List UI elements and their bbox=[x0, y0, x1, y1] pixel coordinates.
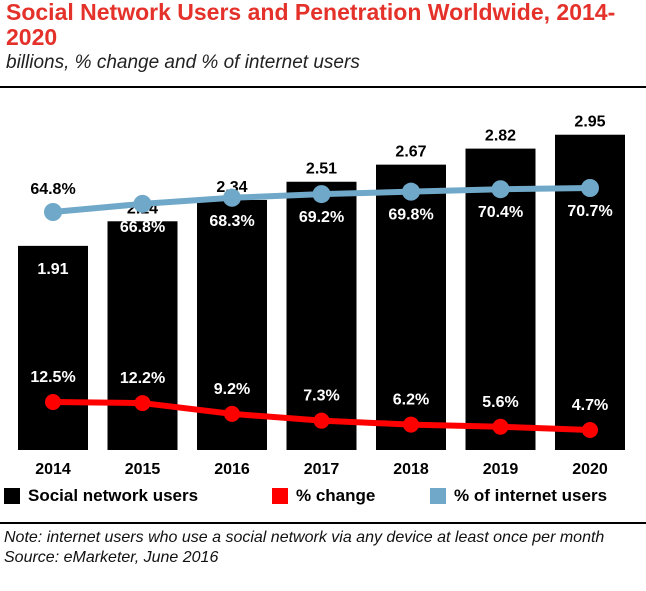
legend-swatch-penetration bbox=[430, 488, 446, 504]
change-label-2016: 9.2% bbox=[214, 381, 250, 398]
chart-title: Social Network Users and Penetration Wor… bbox=[6, 0, 616, 50]
penetration-point-2016 bbox=[223, 188, 241, 207]
x-tick-2018: 2018 bbox=[393, 461, 429, 478]
legend-label-penetration: % of internet users bbox=[454, 486, 608, 505]
legend-item-change: % change bbox=[272, 486, 375, 506]
chart-subtitle: billions, % change and % of internet use… bbox=[6, 52, 360, 73]
bar-2018 bbox=[376, 164, 446, 451]
bar-2017 bbox=[286, 181, 357, 450]
change-point-2018 bbox=[403, 416, 419, 433]
legend-item-penetration: % of internet users bbox=[430, 486, 607, 506]
change-point-2017 bbox=[313, 412, 330, 429]
source-text: Source: eMarketer, June 2016 bbox=[4, 549, 219, 566]
penetration-label-2016: 68.3% bbox=[209, 213, 254, 230]
penetration-point-2014 bbox=[44, 203, 62, 221]
change-point-2019 bbox=[492, 418, 509, 435]
x-tick-2016: 2016 bbox=[214, 461, 250, 478]
x-tick-2017: 2017 bbox=[304, 461, 340, 478]
legend: Social network users % change % of inter… bbox=[0, 486, 646, 516]
chart-area: 1.912.142.342.512.672.822.9564.8%66.8%68… bbox=[18, 114, 625, 478]
penetration-label-2019: 70.4% bbox=[478, 204, 523, 221]
bar-label-2020: 2.95 bbox=[574, 114, 605, 131]
change-label-2017: 7.3% bbox=[303, 388, 339, 405]
change-label-2018: 6.2% bbox=[393, 392, 429, 409]
legend-swatch-change bbox=[272, 488, 288, 504]
bar-2019 bbox=[465, 148, 536, 451]
penetration-point-2020 bbox=[581, 179, 599, 197]
bar-label-2018: 2.67 bbox=[395, 144, 426, 161]
footnote: Note: internet users who use a social ne… bbox=[4, 528, 644, 568]
legend-label-social-users: Social network users bbox=[28, 486, 199, 505]
legend-label-change: % change bbox=[296, 486, 376, 505]
x-tick-2020: 2020 bbox=[572, 461, 608, 478]
penetration-label-2014: 64.8% bbox=[30, 181, 75, 198]
penetration-label-2015: 66.8% bbox=[120, 219, 165, 236]
change-point-2020 bbox=[582, 422, 598, 438]
penetration-label-2020: 70.7% bbox=[567, 203, 612, 220]
x-tick-2019: 2019 bbox=[483, 461, 519, 478]
change-label-2014: 12.5% bbox=[30, 369, 75, 386]
bar-2015 bbox=[107, 221, 178, 450]
change-label-2019: 5.6% bbox=[482, 394, 518, 411]
change-label-2020: 4.7% bbox=[572, 397, 608, 414]
legend-swatch-social-users bbox=[4, 488, 20, 504]
top-divider bbox=[0, 86, 646, 88]
x-tick-2015: 2015 bbox=[125, 461, 161, 478]
penetration-point-2019 bbox=[491, 180, 510, 199]
penetration-point-2015 bbox=[133, 194, 152, 213]
penetration-point-2017 bbox=[312, 185, 331, 204]
penetration-label-2018: 69.8% bbox=[388, 207, 433, 224]
bar-2014 bbox=[18, 245, 88, 450]
change-label-2015: 12.2% bbox=[120, 370, 165, 387]
change-point-2016 bbox=[224, 405, 240, 422]
penetration-label-2017: 69.2% bbox=[299, 209, 344, 226]
bar-label-2014: 1.91 bbox=[37, 261, 68, 278]
x-tick-2014: 2014 bbox=[35, 461, 71, 478]
note-text: Note: internet users who use a social ne… bbox=[4, 529, 605, 546]
bar-label-2016: 2.34 bbox=[216, 179, 247, 196]
change-point-2015 bbox=[134, 395, 151, 412]
penetration-point-2018 bbox=[402, 182, 420, 201]
bottom-divider bbox=[0, 522, 646, 524]
bar-label-2019: 2.82 bbox=[485, 128, 516, 145]
change-point-2014 bbox=[45, 394, 61, 410]
bar-label-2017: 2.51 bbox=[306, 161, 337, 178]
legend-item-social-users: Social network users bbox=[4, 486, 198, 506]
